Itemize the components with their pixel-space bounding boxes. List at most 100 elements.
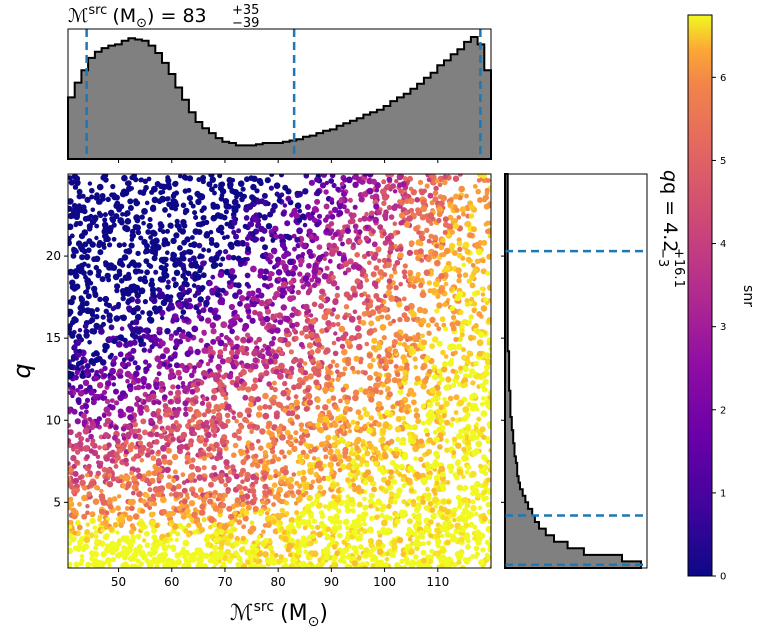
scatter-point <box>280 281 288 288</box>
scatter-point <box>296 362 303 369</box>
scatter-point <box>237 300 243 307</box>
scatter-point <box>340 387 346 393</box>
scatter-point <box>233 382 240 388</box>
scatter-point <box>173 409 180 417</box>
scatter-point <box>73 222 79 228</box>
scatter-point <box>99 488 104 494</box>
scatter-point <box>180 431 188 439</box>
scatter-point <box>304 333 310 340</box>
scatter-point <box>377 465 384 473</box>
scatter-point <box>346 441 352 446</box>
scatter-point <box>141 347 147 353</box>
scatter-point <box>433 450 440 458</box>
scatter-point <box>139 269 144 274</box>
scatter-point <box>298 434 304 440</box>
scatter-point <box>117 412 124 419</box>
scatter-point <box>72 510 79 516</box>
scatter-point <box>286 286 293 292</box>
scatter-point <box>114 288 120 294</box>
scatter-point <box>236 484 242 490</box>
scatter-point <box>165 250 170 255</box>
scatter-point <box>303 453 310 460</box>
scatter-point <box>327 258 333 264</box>
scatter-point <box>127 414 134 421</box>
scatter-point <box>248 221 255 228</box>
scatter-point <box>342 559 347 565</box>
scatter-point <box>236 411 244 418</box>
scatter-point <box>127 198 134 205</box>
scatter-point <box>133 176 139 183</box>
scatter-point <box>407 435 413 440</box>
scatter-point <box>398 199 405 206</box>
scatter-point <box>118 219 125 226</box>
scatter-point <box>369 251 374 256</box>
scatter-point <box>165 406 172 414</box>
scatter-point <box>407 477 413 484</box>
scatter-point <box>233 239 241 247</box>
scatter-point <box>177 245 183 251</box>
scatter-point <box>231 229 237 235</box>
scatter-point <box>229 328 235 335</box>
scatter-point <box>139 458 145 463</box>
scatter-point <box>381 305 388 313</box>
scatter-point <box>191 511 198 518</box>
scatter-point <box>262 268 269 275</box>
scatter-point <box>293 558 299 563</box>
scatter-point <box>406 518 413 525</box>
scatter-point <box>102 212 108 218</box>
scatter-point <box>150 455 157 461</box>
scatter-point <box>252 377 259 384</box>
scatter-point <box>373 203 380 210</box>
scatter-point <box>311 456 317 461</box>
scatter-point <box>78 233 86 240</box>
scatter-point <box>245 504 252 511</box>
scatter-point <box>390 183 397 190</box>
scatter-point <box>323 440 328 446</box>
scatter-point <box>319 328 325 334</box>
scatter-point <box>96 462 103 469</box>
scatter-point <box>200 260 207 267</box>
scatter-point <box>231 410 236 415</box>
scatter-point <box>306 342 314 349</box>
scatter-point <box>170 436 176 442</box>
scatter-point <box>331 340 337 346</box>
scatter-point <box>136 490 143 498</box>
scatter-point <box>93 357 100 363</box>
scatter-point <box>236 519 243 525</box>
scatter-point <box>288 521 294 528</box>
scatter-point <box>257 352 263 359</box>
scatter-point <box>212 489 218 496</box>
scatter-point <box>363 235 370 242</box>
scatter-point <box>350 419 356 425</box>
scatter-point <box>396 487 403 494</box>
scatter-point <box>98 564 105 568</box>
scatter-point <box>162 563 167 568</box>
scatter-point <box>200 178 206 185</box>
scatter-point <box>413 381 419 386</box>
scatter-point <box>476 311 483 317</box>
scatter-point <box>223 482 229 488</box>
scatter-point <box>282 380 288 387</box>
scatter-point <box>128 242 135 249</box>
scatter-point <box>98 368 104 375</box>
scatter-point <box>171 276 177 282</box>
scatter-point <box>187 406 194 413</box>
scatter-point <box>196 192 203 200</box>
scatter-point <box>151 548 159 555</box>
scatter-point <box>354 424 360 431</box>
scatter-point <box>302 275 310 282</box>
scatter-point <box>373 348 378 353</box>
scatter-point <box>154 244 162 251</box>
scatter-point <box>99 359 107 366</box>
scatter-point <box>254 463 261 469</box>
scatter-point <box>183 316 190 323</box>
scatter-point <box>322 386 329 393</box>
scatter-point <box>384 409 391 416</box>
scatter-point <box>396 301 403 308</box>
scatter-point <box>273 473 278 479</box>
scatter-point <box>391 339 398 346</box>
scatter-point <box>262 244 268 251</box>
scatter-point <box>174 218 180 224</box>
scatter-point <box>480 305 488 312</box>
scatter-point <box>91 399 97 406</box>
